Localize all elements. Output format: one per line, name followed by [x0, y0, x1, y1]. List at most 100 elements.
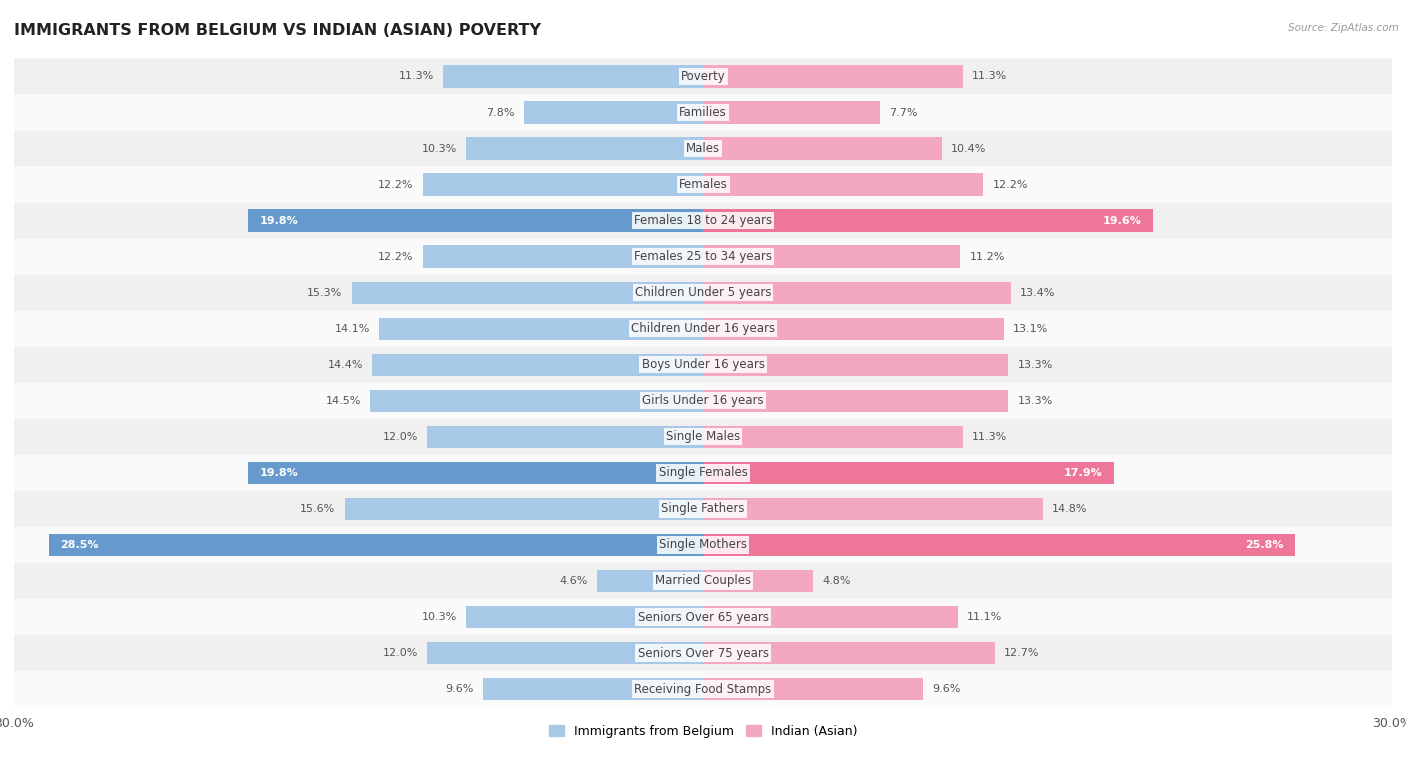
Text: 19.8%: 19.8%: [260, 468, 298, 478]
Text: 19.8%: 19.8%: [260, 215, 298, 226]
FancyBboxPatch shape: [14, 311, 1392, 346]
Text: 9.6%: 9.6%: [932, 684, 962, 694]
Bar: [703, 642, 994, 664]
Text: Males: Males: [686, 142, 720, 155]
Text: 4.8%: 4.8%: [823, 576, 851, 586]
Text: 4.6%: 4.6%: [560, 576, 588, 586]
Text: 28.5%: 28.5%: [60, 540, 98, 550]
Text: 13.3%: 13.3%: [1018, 396, 1053, 406]
Text: Single Fathers: Single Fathers: [661, 503, 745, 515]
Text: 25.8%: 25.8%: [1246, 540, 1284, 550]
Bar: [352, 281, 703, 304]
Text: 13.1%: 13.1%: [1012, 324, 1049, 334]
FancyBboxPatch shape: [14, 95, 1392, 130]
Text: Boys Under 16 years: Boys Under 16 years: [641, 359, 765, 371]
Bar: [703, 102, 880, 124]
Bar: [703, 678, 924, 700]
Bar: [703, 209, 1153, 232]
Bar: [467, 606, 703, 628]
Bar: [423, 174, 703, 196]
FancyBboxPatch shape: [14, 346, 1392, 383]
Text: 7.8%: 7.8%: [486, 108, 515, 117]
Text: 11.1%: 11.1%: [967, 612, 1002, 622]
Bar: [703, 534, 1295, 556]
FancyBboxPatch shape: [14, 455, 1392, 491]
Bar: [427, 426, 703, 448]
FancyBboxPatch shape: [14, 274, 1392, 311]
Text: 19.6%: 19.6%: [1102, 215, 1142, 226]
FancyBboxPatch shape: [14, 383, 1392, 419]
Text: 12.2%: 12.2%: [378, 252, 413, 262]
Text: Children Under 16 years: Children Under 16 years: [631, 322, 775, 335]
Bar: [703, 606, 957, 628]
Bar: [524, 102, 703, 124]
Bar: [423, 246, 703, 268]
Bar: [703, 174, 983, 196]
Text: Single Females: Single Females: [658, 466, 748, 479]
FancyBboxPatch shape: [14, 671, 1392, 707]
FancyBboxPatch shape: [14, 419, 1392, 455]
Bar: [380, 318, 703, 340]
Bar: [249, 209, 703, 232]
Text: 13.3%: 13.3%: [1018, 360, 1053, 370]
Text: Females: Females: [679, 178, 727, 191]
Bar: [482, 678, 703, 700]
FancyBboxPatch shape: [14, 58, 1392, 95]
Text: Females 18 to 24 years: Females 18 to 24 years: [634, 214, 772, 227]
FancyBboxPatch shape: [14, 527, 1392, 563]
Bar: [373, 353, 703, 376]
FancyBboxPatch shape: [14, 202, 1392, 239]
Text: 11.3%: 11.3%: [972, 71, 1007, 81]
Text: Receiving Food Stamps: Receiving Food Stamps: [634, 683, 772, 696]
Bar: [249, 462, 703, 484]
Text: 10.4%: 10.4%: [950, 143, 987, 154]
Text: IMMIGRANTS FROM BELGIUM VS INDIAN (ASIAN) POVERTY: IMMIGRANTS FROM BELGIUM VS INDIAN (ASIAN…: [14, 23, 541, 38]
Bar: [703, 318, 1004, 340]
Text: Poverty: Poverty: [681, 70, 725, 83]
Bar: [703, 570, 813, 592]
Text: Females 25 to 34 years: Females 25 to 34 years: [634, 250, 772, 263]
Text: 14.8%: 14.8%: [1052, 504, 1088, 514]
Text: 14.4%: 14.4%: [328, 360, 363, 370]
FancyBboxPatch shape: [14, 491, 1392, 527]
Text: 15.6%: 15.6%: [301, 504, 336, 514]
Text: 7.7%: 7.7%: [889, 108, 918, 117]
Text: Seniors Over 75 years: Seniors Over 75 years: [637, 647, 769, 659]
Bar: [703, 137, 942, 160]
Text: 12.0%: 12.0%: [382, 432, 418, 442]
Text: 15.3%: 15.3%: [307, 288, 343, 298]
Bar: [443, 65, 703, 88]
Text: 10.3%: 10.3%: [422, 143, 457, 154]
Text: 10.3%: 10.3%: [422, 612, 457, 622]
Text: Single Males: Single Males: [666, 431, 740, 443]
Bar: [427, 642, 703, 664]
Text: 11.3%: 11.3%: [972, 432, 1007, 442]
Text: 11.3%: 11.3%: [399, 71, 434, 81]
Bar: [344, 498, 703, 520]
Text: Single Mothers: Single Mothers: [659, 538, 747, 552]
Bar: [703, 390, 1008, 412]
Text: 12.2%: 12.2%: [378, 180, 413, 190]
Text: 13.4%: 13.4%: [1019, 288, 1056, 298]
Legend: Immigrants from Belgium, Indian (Asian): Immigrants from Belgium, Indian (Asian): [544, 719, 862, 743]
Bar: [703, 426, 963, 448]
Bar: [703, 462, 1114, 484]
FancyBboxPatch shape: [14, 239, 1392, 274]
Bar: [703, 353, 1008, 376]
Text: 9.6%: 9.6%: [444, 684, 474, 694]
FancyBboxPatch shape: [14, 167, 1392, 202]
Text: 14.5%: 14.5%: [325, 396, 361, 406]
Bar: [598, 570, 703, 592]
Bar: [703, 65, 963, 88]
Text: 12.7%: 12.7%: [1004, 648, 1039, 658]
Text: Children Under 5 years: Children Under 5 years: [634, 287, 772, 299]
Text: Seniors Over 65 years: Seniors Over 65 years: [637, 610, 769, 624]
Text: Source: ZipAtlas.com: Source: ZipAtlas.com: [1288, 23, 1399, 33]
Text: 14.1%: 14.1%: [335, 324, 370, 334]
Bar: [703, 498, 1043, 520]
Text: 12.0%: 12.0%: [382, 648, 418, 658]
FancyBboxPatch shape: [14, 599, 1392, 635]
Text: 12.2%: 12.2%: [993, 180, 1028, 190]
Text: Girls Under 16 years: Girls Under 16 years: [643, 394, 763, 407]
Bar: [703, 281, 1011, 304]
